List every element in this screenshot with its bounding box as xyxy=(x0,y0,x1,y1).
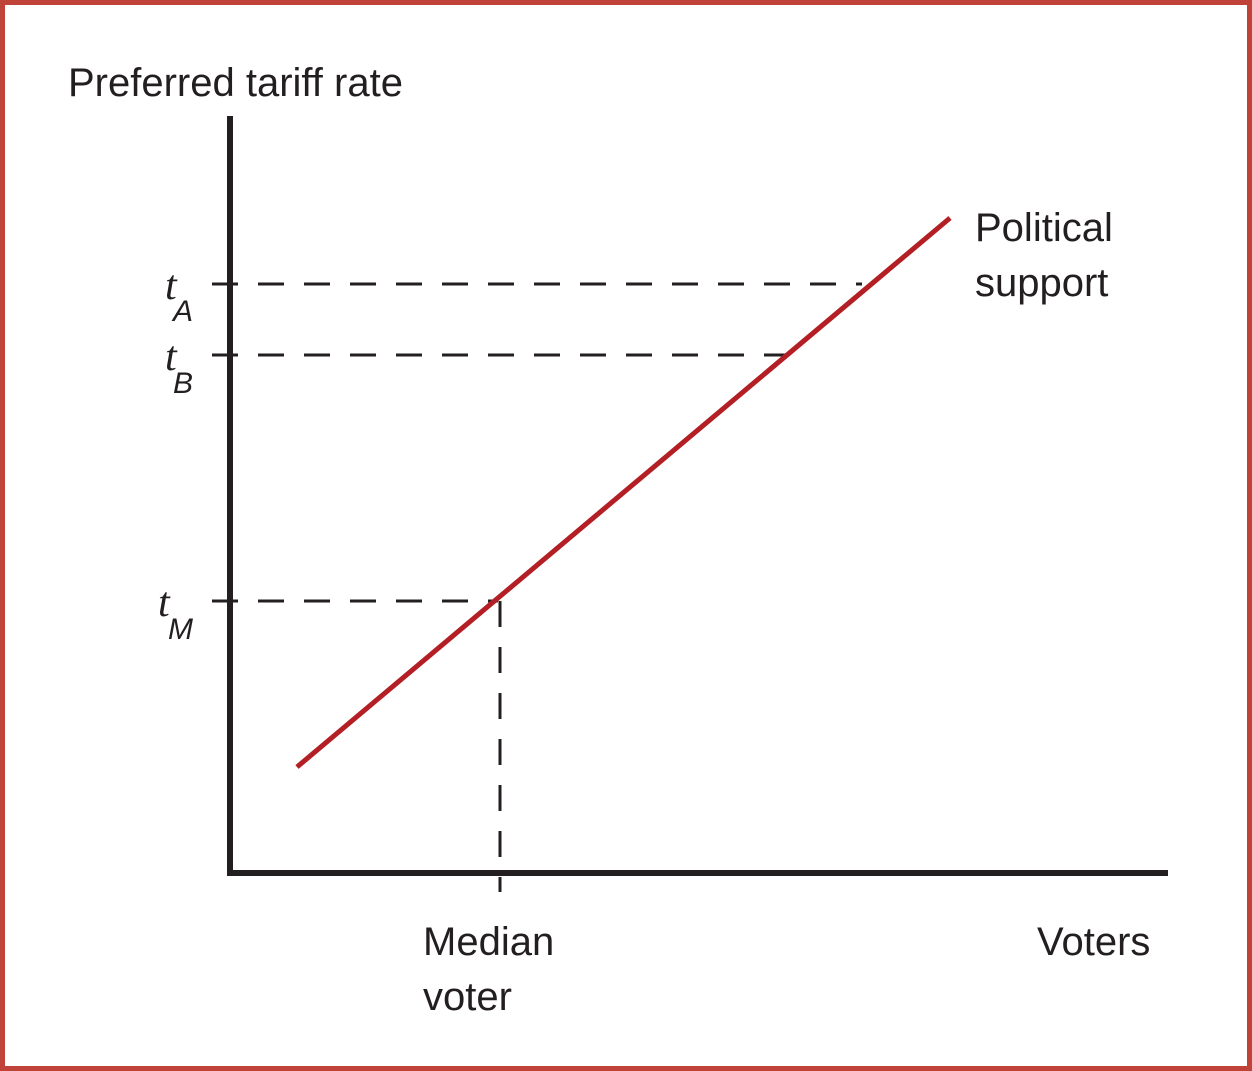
y-axis-label: Preferred tariff rate xyxy=(68,61,403,105)
curve-label-line2: support xyxy=(975,261,1108,305)
tick-ta-sub: A xyxy=(171,295,193,328)
median-voter-label-line1: Median xyxy=(423,920,554,964)
tick-ta-main: t xyxy=(165,263,178,309)
tick-label-tm: t M xyxy=(158,580,193,646)
tick-tm-main: t xyxy=(158,580,171,626)
tick-tb-sub: B xyxy=(173,367,193,400)
tick-tb-main: t xyxy=(165,334,178,380)
tick-label-tb: t B xyxy=(165,334,193,400)
political-support-curve xyxy=(295,216,952,769)
median-voter-label-line2: voter xyxy=(423,975,512,1019)
x-axis-label: Voters xyxy=(1037,920,1150,964)
tick-tm-sub: M xyxy=(168,613,193,646)
tick-label-ta: t A xyxy=(165,263,193,328)
curve-label-line1: Political xyxy=(975,206,1113,250)
